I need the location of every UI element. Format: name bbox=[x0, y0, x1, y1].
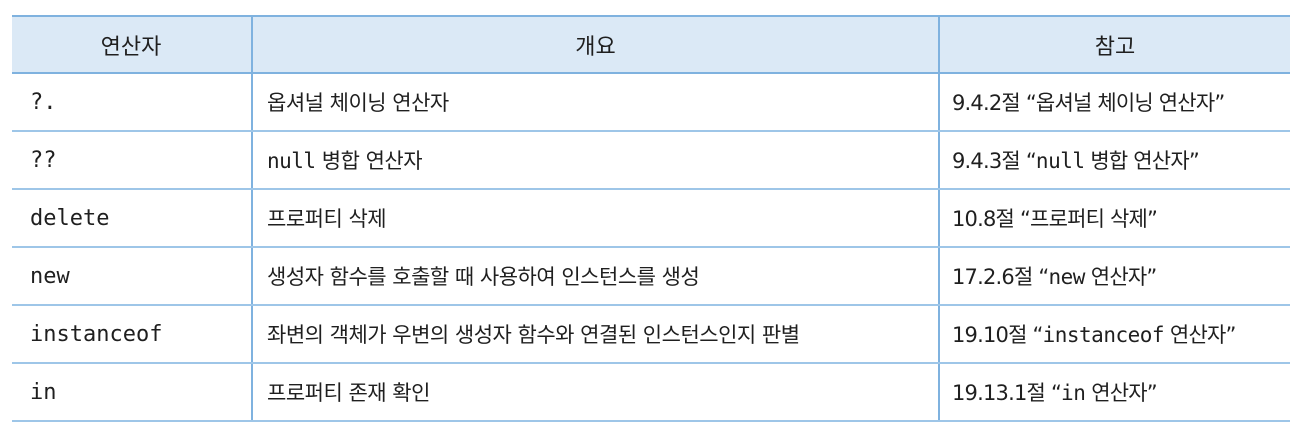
summary-cell: 프로퍼티 존재 확인 bbox=[251, 363, 939, 422]
ref-section: 10.8절 bbox=[952, 207, 1015, 231]
ref-open-quote: “ bbox=[1019, 149, 1037, 173]
operator-cell: ?. bbox=[12, 73, 252, 132]
ref-open-quote: “ bbox=[1026, 323, 1044, 347]
table-row: instanceof 좌변의 객체가 우변의 생성자 함수와 연결된 인스턴스인… bbox=[12, 305, 1290, 364]
ref-text: 연산자 bbox=[1084, 265, 1147, 289]
operator-cell: instanceof bbox=[12, 305, 252, 364]
reference-cell: 19.13.1절 “in 연산자” bbox=[938, 363, 1290, 422]
table-row: new 생성자 함수를 호출할 때 사용하여 인스턴스를 생성 17.2.6절 … bbox=[12, 247, 1290, 306]
ref-open-quote: “ bbox=[1014, 207, 1031, 231]
ref-close-quote: ” bbox=[1214, 91, 1225, 115]
ref-text: 프로퍼티 삭제 bbox=[1030, 207, 1148, 231]
operator-cell: new bbox=[12, 247, 252, 306]
table-row: ?. 옵셔널 체이닝 연산자 9.4.2절 “옵셔널 체이닝 연산자” bbox=[12, 73, 1290, 132]
summary-cell: 생성자 함수를 호출할 때 사용하여 인스턴스를 생성 bbox=[251, 247, 939, 306]
ref-code: in bbox=[1061, 381, 1086, 405]
summary-cell: 옵셔널 체이닝 연산자 bbox=[251, 73, 939, 132]
reference-cell: 19.10절 “instanceof 연산자” bbox=[938, 305, 1290, 364]
table-header-row: 연산자 개요 참고 bbox=[12, 15, 1290, 74]
ref-section: 9.4.2절 bbox=[952, 91, 1021, 115]
ref-section: 9.4.3절 bbox=[952, 149, 1021, 173]
operator-cell: ?? bbox=[12, 131, 252, 190]
header-operator: 연산자 bbox=[12, 15, 252, 74]
reference-cell: 9.4.2절 “옵셔널 체이닝 연산자” bbox=[938, 73, 1290, 132]
ref-text: 병합 연산자 bbox=[1084, 149, 1189, 173]
reference-cell: 17.2.6절 “new 연산자” bbox=[938, 247, 1290, 306]
ref-close-quote: ” bbox=[1146, 381, 1158, 405]
summary-text: 프로퍼티 삭제 bbox=[267, 207, 387, 231]
header-reference: 참고 bbox=[938, 15, 1290, 74]
operator-cell: delete bbox=[12, 189, 252, 248]
table-row: ?? null 병합 연산자 9.4.3절 “null 병합 연산자” bbox=[12, 131, 1290, 190]
ref-text: 연산자 bbox=[1085, 381, 1147, 405]
ref-close-quote: ” bbox=[1225, 323, 1236, 347]
reference-cell: 10.8절 “프로퍼티 삭제” bbox=[938, 189, 1290, 248]
summary-cell: 좌변의 객체가 우변의 생성자 함수와 연결된 인스턴스인지 판별 bbox=[251, 305, 939, 364]
operator-table: 연산자 개요 참고 ?. 옵셔널 체이닝 연산자 9.4.2절 “옵셔널 체이닝… bbox=[12, 15, 1290, 422]
ref-close-quote: ” bbox=[1146, 265, 1157, 289]
ref-section: 19.10절 bbox=[952, 323, 1027, 347]
summary-code: null bbox=[267, 149, 316, 173]
ref-open-quote: “ bbox=[1019, 91, 1037, 115]
ref-code: instanceof bbox=[1042, 323, 1165, 347]
ref-close-quote: ” bbox=[1147, 207, 1158, 231]
operator-table-container: 연산자 개요 참고 ?. 옵셔널 체이닝 연산자 9.4.2절 “옵셔널 체이닝… bbox=[12, 15, 1290, 422]
ref-open-quote: “ bbox=[1032, 265, 1049, 289]
header-summary: 개요 bbox=[251, 15, 939, 74]
summary-text: 옵셔널 체이닝 연산자 bbox=[267, 91, 449, 115]
ref-section: 17.2.6절 bbox=[952, 265, 1033, 289]
ref-section: 19.13.1절 bbox=[952, 381, 1046, 405]
ref-code: new bbox=[1048, 265, 1085, 289]
ref-text: 옵셔널 체이닝 연산자 bbox=[1035, 91, 1215, 115]
table-row: delete 프로퍼티 삭제 10.8절 “프로퍼티 삭제” bbox=[12, 189, 1290, 248]
operator-cell: in bbox=[12, 363, 252, 422]
summary-cell: null 병합 연산자 bbox=[251, 131, 939, 190]
summary-text: 좌변의 객체가 우변의 생성자 함수와 연결된 인스턴스인지 판별 bbox=[267, 323, 800, 347]
ref-text: 연산자 bbox=[1164, 323, 1226, 347]
summary-text: 생성자 함수를 호출할 때 사용하여 인스턴스를 생성 bbox=[267, 265, 700, 289]
table-row: in 프로퍼티 존재 확인 19.13.1절 “in 연산자” bbox=[12, 363, 1290, 422]
ref-close-quote: ” bbox=[1188, 149, 1200, 173]
reference-cell: 9.4.3절 “null 병합 연산자” bbox=[938, 131, 1290, 190]
summary-cell: 프로퍼티 삭제 bbox=[251, 189, 939, 248]
summary-text: 병합 연산자 bbox=[315, 149, 423, 173]
summary-text: 프로퍼티 존재 확인 bbox=[267, 381, 430, 405]
ref-code: null bbox=[1035, 149, 1085, 173]
ref-open-quote: “ bbox=[1045, 381, 1062, 405]
